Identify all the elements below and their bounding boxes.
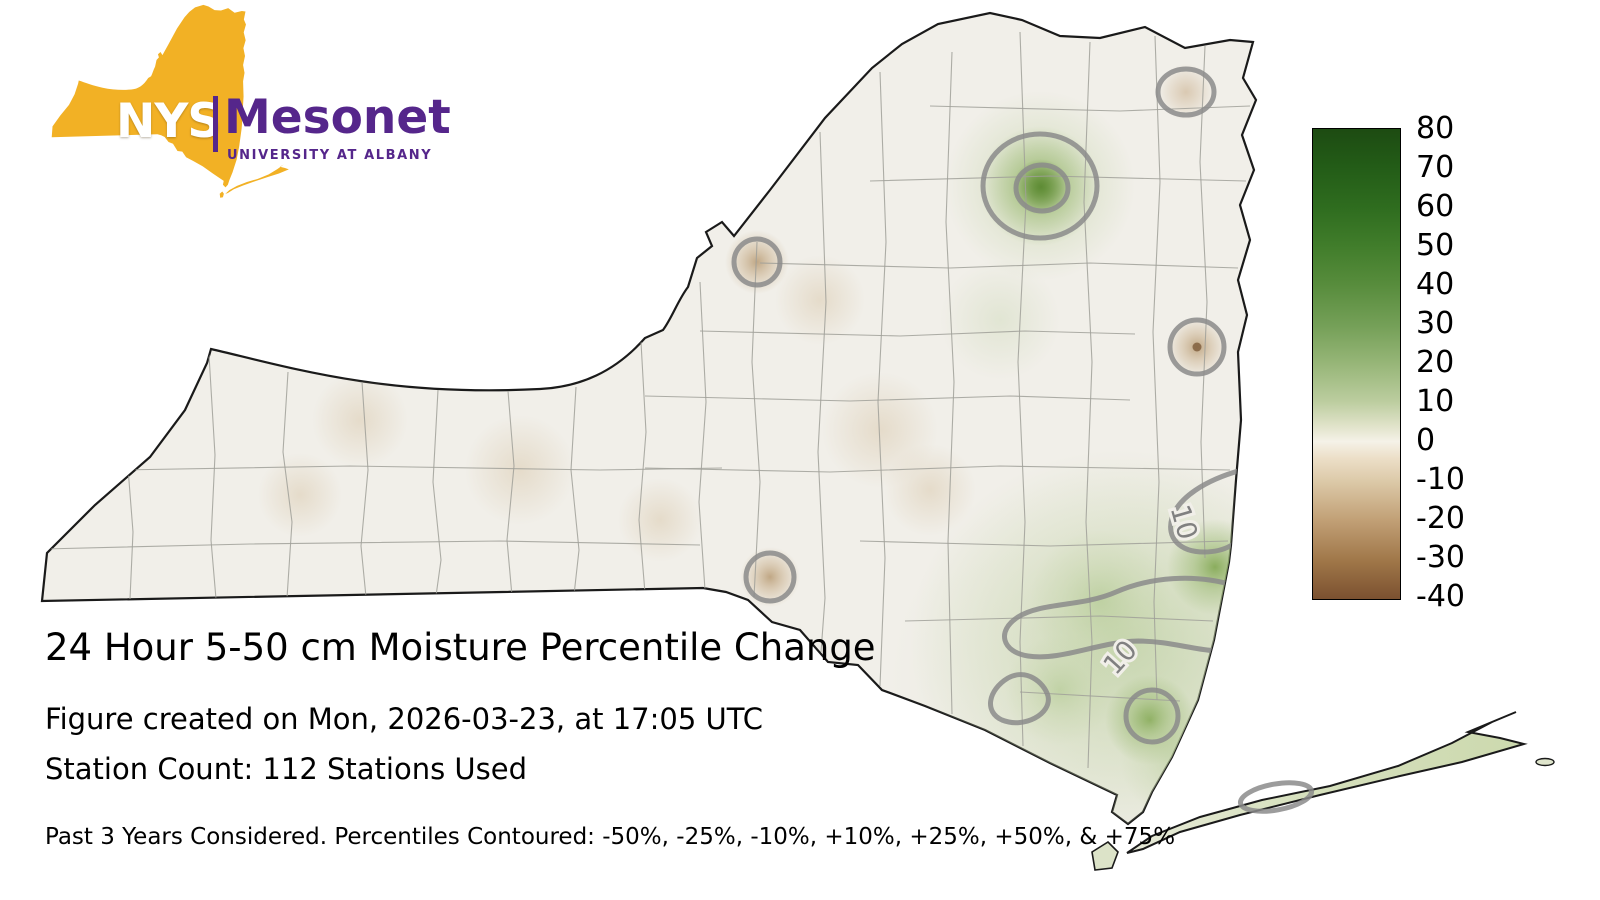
figure-footnote: Past 3 Years Considered. Percentiles Con… xyxy=(45,824,1176,850)
colorbar-tick: -30 xyxy=(1416,540,1465,575)
colorbar-ticks: 80 70 60 50 40 30 20 10 0 -10 -20 -30 -4… xyxy=(1416,114,1506,612)
colorbar-tick: -10 xyxy=(1416,462,1465,497)
staten-island xyxy=(1091,840,1119,871)
colorbar-tick: 20 xyxy=(1416,345,1455,380)
nys-mesonet-logo: NYS Mesonet UNIVERSITY AT ALBANY xyxy=(0,0,460,220)
colorbar-tick: 0 xyxy=(1416,423,1436,458)
colorbar-tick: 10 xyxy=(1416,384,1455,419)
logo-affiliation: UNIVERSITY AT ALBANY xyxy=(227,148,433,163)
percentile-contours xyxy=(731,66,1246,745)
small-island xyxy=(1535,757,1555,767)
figure-created-timestamp: Figure created on Mon, 2026-03-23, at 17… xyxy=(45,702,763,736)
county-boundaries xyxy=(43,31,1251,769)
logo-acronym: NYS xyxy=(116,94,221,149)
ny-state-logo-icon xyxy=(51,4,289,198)
station-count: Station Count: 112 Stations Used xyxy=(45,752,528,786)
long-island-contour xyxy=(1237,780,1315,814)
colorbar-tick: 70 xyxy=(1416,150,1455,185)
logo-name: Mesonet xyxy=(224,90,451,145)
colorbar-tick: 50 xyxy=(1416,228,1455,263)
colorbar-gradient xyxy=(1312,128,1401,600)
long-island xyxy=(1126,711,1528,854)
colorbar-tick: -20 xyxy=(1416,501,1465,536)
figure-title: 24 Hour 5-50 cm Moisture Percentile Chan… xyxy=(45,626,876,669)
colorbar-tick: -40 xyxy=(1416,579,1465,614)
colorbar-tick: 30 xyxy=(1416,306,1455,341)
colorbar-tick: 40 xyxy=(1416,267,1455,302)
colorbar-tick: 80 xyxy=(1416,111,1455,146)
colorbar-tick: 60 xyxy=(1416,189,1455,224)
logo-divider xyxy=(213,96,218,152)
